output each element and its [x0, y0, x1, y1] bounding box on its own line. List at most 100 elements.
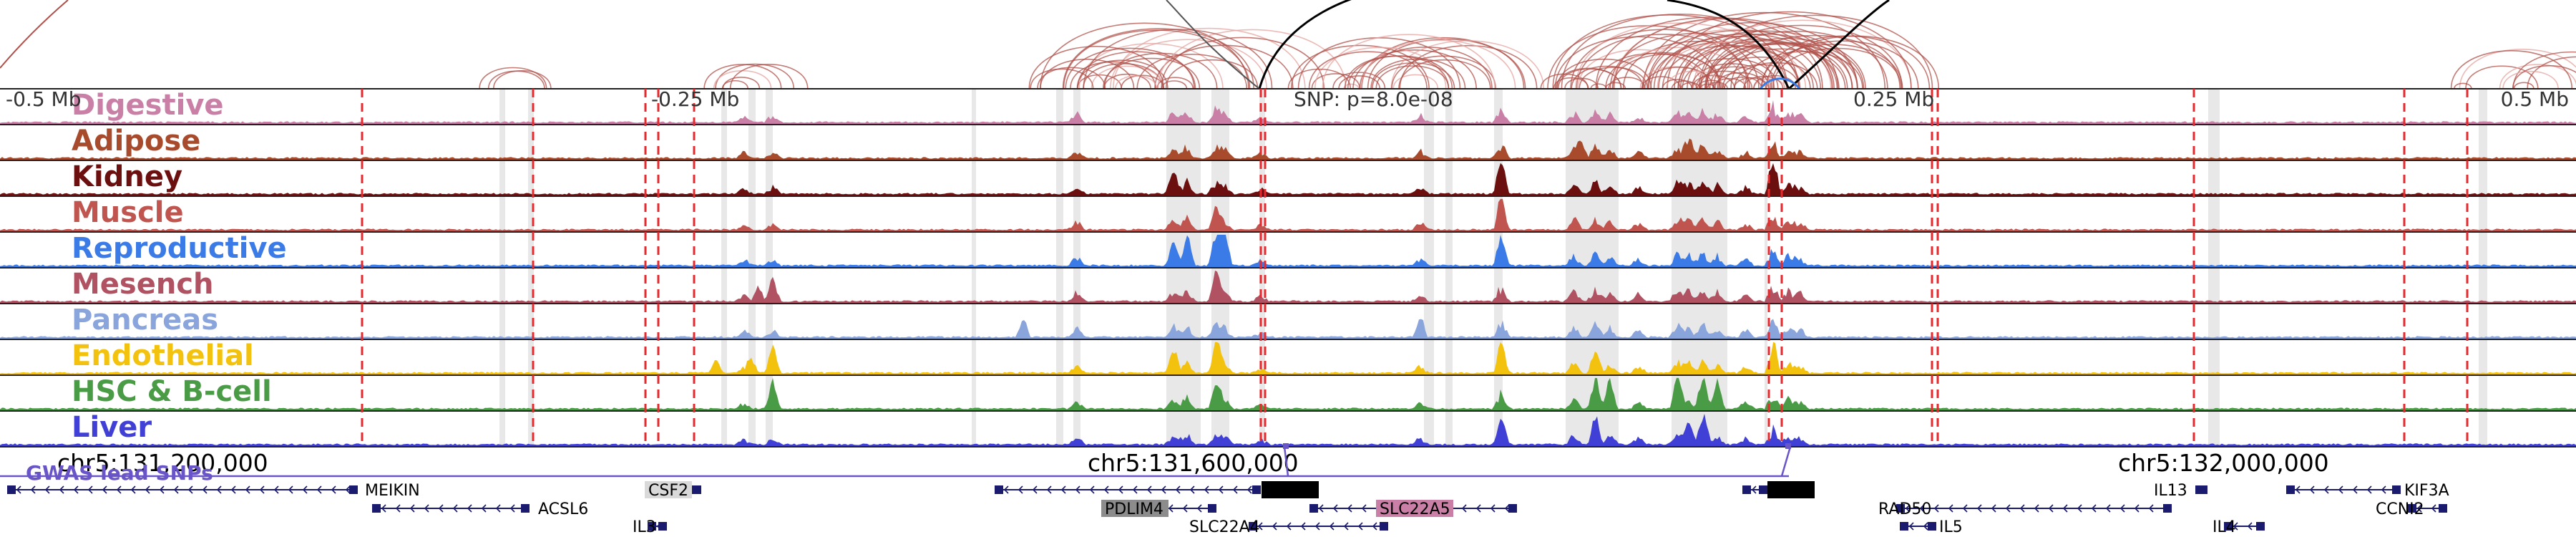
- chromatin-loop-arc: [1076, 74, 1123, 90]
- gene-label: RAD50: [1878, 500, 1931, 518]
- chromatin-loop-arc: [2459, 49, 2576, 90]
- chromatin-loop-arc: [1674, 30, 1858, 90]
- gene-label: PDLIM4: [1105, 500, 1163, 518]
- gene-strand-arrow: [438, 504, 444, 513]
- chromatin-loop-arc: [1699, 66, 1770, 90]
- chromatin-loop-arc: [1579, 67, 1648, 90]
- gene-label: IL5: [1939, 518, 1963, 536]
- gene-label: IL3: [633, 518, 656, 536]
- gwas-snp-marker: [1780, 446, 1792, 477]
- chromatin-loop-arc: [2512, 65, 2576, 90]
- gene-strand-arrow: [2295, 485, 2301, 494]
- gene-highlight-box: [1262, 481, 1319, 498]
- gene-exon: [2256, 522, 2265, 531]
- gene-strand-arrow: [2247, 522, 2253, 531]
- gene-strand-arrow: [1146, 485, 1152, 494]
- chromatin-loop-arc: [1704, 37, 1866, 90]
- gene-strand-arrow: [1962, 504, 1968, 513]
- chromatin-loop-arc: [1165, 59, 1259, 90]
- gene-strand-arrow: [44, 485, 50, 494]
- gene-exon: [1508, 504, 1517, 513]
- ruler-label: -0.5 Mb: [6, 87, 81, 111]
- gene-exon: [1928, 522, 1936, 531]
- chromatin-loop-arc: [1697, 79, 1725, 90]
- gene-strand-arrow: [145, 485, 150, 494]
- gwas-link-arc: [1258, 0, 1352, 90]
- gene-strand-arrow: [1372, 522, 1377, 531]
- gene-exon: [693, 485, 701, 494]
- gene-strand-arrow: [1232, 485, 1238, 494]
- ruler-label: 0.25 Mb: [1853, 87, 1934, 111]
- chromatin-loop-arc: [1700, 24, 1903, 90]
- chromatin-loop-arc: [1322, 34, 1496, 90]
- chromatin-loop-arc: [1311, 73, 1361, 90]
- gene-highlight-box: [1767, 481, 1815, 498]
- gene-strand-arrow: [495, 504, 501, 513]
- chromatin-loop-arc: [1332, 72, 1386, 90]
- gene-strand-arrow: [1196, 504, 1202, 513]
- gene-strand-arrow: [1908, 522, 1914, 531]
- track-label: Reproductive: [72, 232, 287, 265]
- gene-strand-arrow: [1257, 522, 1263, 531]
- gene-exon: [648, 522, 656, 531]
- gene-exon: [2224, 522, 2233, 531]
- gene-highlight-box: [1101, 500, 1169, 517]
- gwas-link-arc: [1166, 0, 1260, 90]
- gene-exon: [1742, 485, 1751, 494]
- gene-strand-arrow: [1751, 485, 1757, 494]
- gene-strand-arrow: [2091, 504, 2097, 513]
- chromatin-loop-arc: [1575, 22, 1785, 90]
- chromatin-loop-arc: [1347, 55, 1453, 90]
- chromatin-loop-arc: [2454, 82, 2472, 90]
- gene-strand-arrow: [2105, 504, 2111, 513]
- gene-exon: [1896, 504, 1905, 513]
- gene-highlight-box: [1376, 500, 1453, 517]
- gene-strand-arrow: [395, 504, 401, 513]
- gene-strand-arrow: [1361, 504, 1367, 513]
- chromatin-loop-arc: [1605, 82, 1626, 90]
- chromatin-loop-arc: [1553, 77, 1589, 90]
- gene-strand-arrow: [1161, 485, 1166, 494]
- gene-exon: [2408, 504, 2416, 513]
- chromatin-loop-arc: [1687, 40, 1840, 90]
- gene-strand-arrow: [1314, 522, 1320, 531]
- chromatin-loop-arc: [1595, 16, 1823, 90]
- chromatin-loop-arc: [1391, 55, 1496, 90]
- chromatin-loop-arc: [1352, 49, 1477, 90]
- gene-strand-arrow: [481, 504, 487, 513]
- track-label: HSC & B-cell: [72, 375, 272, 408]
- chromatin-loop-arc: [1760, 44, 1903, 90]
- chromatin-loop-arc: [1734, 62, 1818, 90]
- track-label: Kidney: [72, 160, 182, 193]
- chromatin-loop-arc: [1037, 67, 1106, 90]
- gene-strand-arrow: [59, 485, 64, 494]
- chromatin-loop-arc: [1314, 47, 1447, 90]
- gene-strand-arrow: [302, 485, 308, 494]
- gene-strand-arrow: [331, 485, 336, 494]
- gene-strand-arrow: [16, 485, 21, 494]
- gene-strand-arrow: [130, 485, 136, 494]
- gene-strand-arrow: [2148, 504, 2154, 513]
- gwas-track-label: GWAS lead SNPs: [26, 461, 213, 485]
- gene-exon: [1208, 504, 1216, 513]
- gene-strand-arrow: [1300, 522, 1306, 531]
- gene-label: ACSL6: [538, 500, 588, 518]
- gene-exon: [1759, 485, 1767, 494]
- chromatin-loop-arc: [1642, 11, 1886, 90]
- chromatin-loop-arc: [1115, 75, 1158, 90]
- chromatin-loop-arc: [1722, 64, 1800, 90]
- gene-exon: [2199, 485, 2207, 494]
- gene-strand-arrow: [316, 485, 322, 494]
- chromatin-loop-arc: [1287, 68, 1352, 90]
- gene-strand-arrow: [1175, 485, 1181, 494]
- gene-strand-arrow: [2416, 504, 2422, 513]
- gene-exon: [7, 485, 16, 494]
- chromatin-loop-arc: [1375, 65, 1450, 90]
- gene-strand-arrow: [2323, 485, 2329, 494]
- gene-strand-arrow: [102, 485, 107, 494]
- chromatin-loop-arc: [1091, 65, 1164, 90]
- signal-track-1: [0, 138, 2576, 160]
- gene-strand-arrow: [2233, 522, 2238, 531]
- genomic-coordinate: chr5:131,200,000: [57, 449, 268, 477]
